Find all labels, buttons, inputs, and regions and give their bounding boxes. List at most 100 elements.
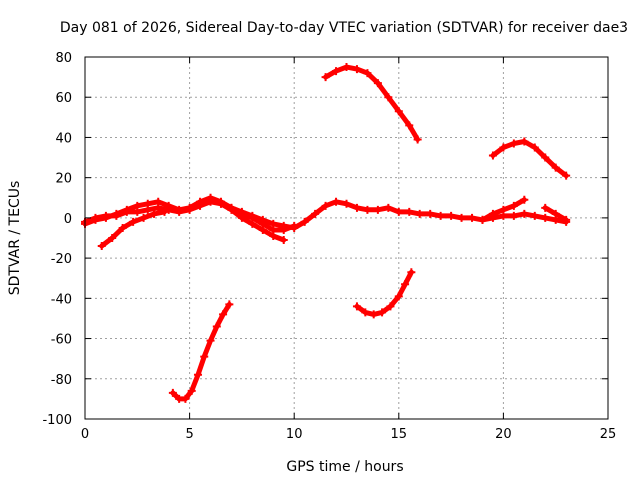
data-point <box>185 203 194 212</box>
data-point <box>407 268 416 277</box>
data-point <box>175 205 184 214</box>
data-point <box>332 67 341 76</box>
y-tick-label: -40 <box>51 292 72 307</box>
series-arc-3 <box>97 207 169 251</box>
series-arc-6 <box>352 268 416 319</box>
data-point <box>363 205 372 214</box>
data-point <box>509 201 518 210</box>
data-point <box>352 65 361 74</box>
x-tick-label: 5 <box>185 427 193 442</box>
y-tick-label: 0 <box>64 212 72 227</box>
data-point <box>499 143 508 152</box>
data-point <box>332 197 341 206</box>
x-tick-label: 10 <box>286 427 303 442</box>
data-point <box>394 207 403 216</box>
data-point <box>196 197 205 206</box>
data-point <box>300 217 309 226</box>
data-point <box>509 211 518 220</box>
data-point <box>258 225 267 234</box>
y-tick-label: 40 <box>55 131 72 146</box>
data-point <box>541 213 550 222</box>
data-point <box>478 215 487 224</box>
data-point <box>342 199 351 208</box>
series-arc-10 <box>541 203 571 224</box>
data-point <box>225 300 234 309</box>
data-point <box>520 137 529 146</box>
data-point <box>509 139 518 148</box>
data-point <box>562 171 571 180</box>
series-arc-5 <box>321 63 422 144</box>
data-point <box>401 280 410 289</box>
ticks <box>84 56 609 420</box>
data-point <box>143 199 152 208</box>
data-point <box>342 63 351 72</box>
chart-title: Day 081 of 2026, Sidereal Day-to-day VTE… <box>60 20 628 36</box>
data-point <box>321 201 330 210</box>
grid <box>85 57 608 419</box>
data-point <box>269 231 278 240</box>
x-tick-label: 0 <box>81 427 89 442</box>
data-point <box>219 310 228 319</box>
data-point <box>160 207 169 216</box>
data-point <box>112 209 121 218</box>
series-arc-4 <box>216 199 288 245</box>
data-point <box>352 302 361 311</box>
data-point <box>520 209 529 218</box>
data-point <box>279 225 288 234</box>
data-point <box>551 163 560 172</box>
data-point <box>237 213 246 222</box>
data-point <box>290 221 299 230</box>
data-point <box>133 201 142 210</box>
data-point <box>154 197 163 206</box>
series-arc-9 <box>478 195 529 224</box>
data-point <box>150 209 159 218</box>
y-tick-labels: -100 -80 -60 -40 -20 0 20 40 60 80 <box>42 51 72 428</box>
data-point <box>405 207 414 216</box>
y-tick-label: 20 <box>55 172 72 187</box>
data-point <box>562 215 571 224</box>
x-tick-labels: 0 5 10 15 20 25 <box>81 427 616 442</box>
data-point <box>373 79 382 88</box>
data-point <box>384 203 393 212</box>
data-point <box>193 370 202 379</box>
y-axis-label: SDTVAR / TECUs <box>7 181 23 296</box>
data-point <box>551 209 560 218</box>
data-point <box>436 211 445 220</box>
x-tick-label: 15 <box>391 427 408 442</box>
data-point <box>488 209 497 218</box>
x-tick-label: 20 <box>495 427 512 442</box>
data-point <box>101 213 110 222</box>
data-point <box>216 199 225 208</box>
series-arc-8 <box>488 137 571 180</box>
data-point <box>321 73 330 82</box>
data-point <box>378 308 387 317</box>
data-point <box>279 236 288 245</box>
data-point <box>394 107 403 116</box>
data-point <box>206 193 215 202</box>
data-point <box>139 213 148 222</box>
x-axis-label: GPS time / hours <box>286 459 403 475</box>
data-point <box>405 121 414 130</box>
data-point <box>129 217 138 226</box>
series-arc-7 <box>168 300 234 403</box>
data-point <box>386 302 395 311</box>
data-point <box>164 201 173 210</box>
data-point <box>118 223 127 232</box>
data-point <box>384 93 393 102</box>
data-point <box>541 153 550 162</box>
data-point <box>394 292 403 301</box>
data-point <box>200 352 209 361</box>
y-tick-label: -20 <box>51 252 72 267</box>
data-point <box>373 205 382 214</box>
data-point <box>520 195 529 204</box>
data-point <box>108 234 117 242</box>
data-point <box>97 242 106 251</box>
data-point <box>187 386 196 395</box>
series-arc-2 <box>81 193 299 234</box>
data-point <box>361 308 370 317</box>
data-point <box>530 211 539 220</box>
data-point <box>311 209 320 218</box>
data-point <box>457 213 466 222</box>
